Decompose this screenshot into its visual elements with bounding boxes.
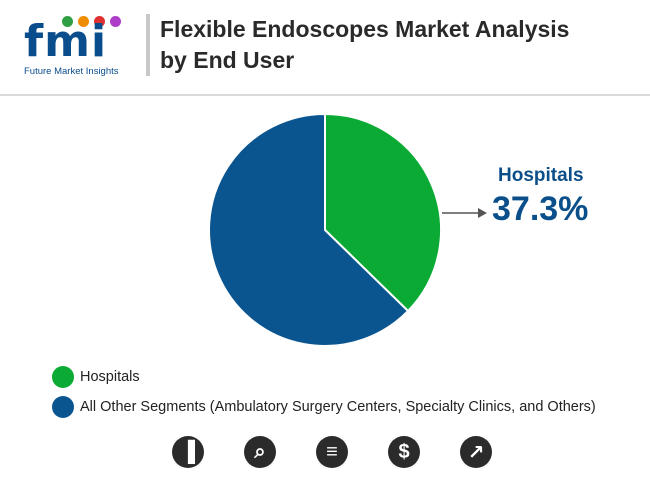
line-chart-icon[interactable]: ↗ (460, 436, 492, 468)
logo-dot-red (94, 16, 105, 27)
header-rule (0, 94, 650, 96)
logo-letters: fmi (24, 16, 108, 67)
pie-slices (208, 112, 442, 347)
legend-swatch-hospitals (52, 366, 74, 388)
legend-swatch-others (52, 396, 74, 418)
header: fmi Future Market Insights Flexible Endo… (0, 0, 650, 92)
legend-item-others: All Other Segments (Ambulatory Surgery C… (52, 392, 596, 422)
pie-slice-hospitals (324, 112, 442, 313)
legend-label-others: All Other Segments (Ambulatory Surgery C… (80, 399, 596, 415)
bar-chart-icon[interactable]: ▐ (172, 436, 204, 468)
legend: Hospitals All Other Segments (Ambulatory… (52, 362, 596, 422)
magnifier-trend-icon[interactable]: ⌕ (244, 436, 276, 468)
legend-item-hospitals: Hospitals (52, 362, 596, 392)
title-divider (146, 14, 150, 76)
document-icon[interactable]: ≡ (316, 436, 348, 468)
pie-chart (208, 112, 487, 347)
callout-label: Hospitals (498, 165, 584, 186)
logo-dot-purple (110, 16, 121, 27)
callout-arrow-head (478, 208, 487, 218)
legend-label-hospitals: Hospitals (80, 369, 140, 385)
logo-dot-green (62, 16, 73, 27)
callout-value: 37.3% (492, 190, 589, 228)
dollar-icon[interactable]: $ (388, 436, 420, 468)
pie-slice-others (208, 112, 410, 347)
page-title: Flexible Endoscopes Market Analysis by E… (160, 14, 569, 76)
logo-dot-orange (78, 16, 89, 27)
title-line-2: by End User (160, 47, 295, 73)
fmi-logo[interactable]: fmi Future Market Insights (22, 10, 134, 80)
logo-subtext: Future Market Insights (24, 66, 119, 77)
footer-icons: ▐ ⌕ ≡ $ ↗ (172, 436, 492, 468)
title-line-1: Flexible Endoscopes Market Analysis (160, 16, 570, 42)
